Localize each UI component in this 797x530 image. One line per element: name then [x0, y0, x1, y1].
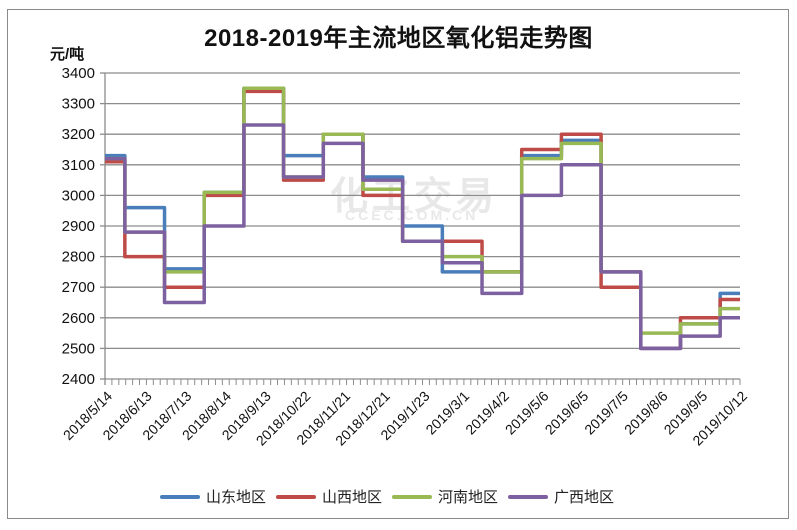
- y-tick-label: 2900: [62, 218, 95, 235]
- y-tick-label: 3100: [62, 157, 95, 174]
- chart-frame: [7, 9, 789, 519]
- legend-swatch-shandong: [160, 494, 200, 499]
- series-line: [105, 86, 740, 351]
- series-lines: [105, 86, 740, 351]
- y-tick-label: 3400: [62, 65, 95, 82]
- legend-item-henan[interactable]: 河南地区: [392, 486, 504, 507]
- gridlines: [100, 72, 740, 380]
- axes: [104, 73, 741, 385]
- series-line: [105, 89, 740, 351]
- watermark-url: CCEC.COM.CN: [345, 207, 479, 223]
- series-line: [105, 123, 740, 351]
- y-axis-unit-label: 元/吨: [50, 46, 85, 63]
- legend: 山东地区 山西地区 河南地区 广西地区: [160, 486, 624, 507]
- legend-swatch-guangxi: [508, 494, 549, 499]
- legend-item-shanxi[interactable]: 山西地区: [276, 486, 388, 507]
- y-tick-label: 2800: [62, 249, 95, 266]
- legend-swatch-henan: [392, 494, 433, 499]
- legend-label: 山西地区: [322, 489, 383, 506]
- y-tick-label: 3200: [62, 126, 95, 143]
- y-tick-label: 2500: [62, 340, 95, 357]
- chart-title: 2018-2019年主流地区氧化铝走势图: [204, 25, 593, 52]
- legend-label: 广西地区: [554, 489, 615, 506]
- y-axis-labels: 2400 2500 2600 2700 2800 2900 3000 3100 3200 3300…: [62, 65, 95, 388]
- legend-swatch-shanxi: [276, 494, 317, 499]
- series-line: [105, 86, 740, 335]
- x-axis-labels: 2018/5/142018/6/132018/7/132018/8/142018…: [60, 388, 751, 449]
- y-tick-label: 2700: [62, 279, 95, 296]
- y-tick-label: 3300: [62, 96, 95, 113]
- legend-item-shandong[interactable]: 山东地区: [160, 486, 272, 507]
- y-tick-label: 2400: [62, 371, 95, 388]
- y-tick-label: 3000: [62, 187, 95, 204]
- y-tick-label: 2600: [62, 310, 95, 327]
- legend-label: 河南地区: [438, 489, 499, 506]
- legend-label: 山东地区: [206, 489, 267, 506]
- legend-item-guangxi[interactable]: 广西地区: [508, 486, 620, 507]
- watermark: 化工交易: [330, 176, 499, 218]
